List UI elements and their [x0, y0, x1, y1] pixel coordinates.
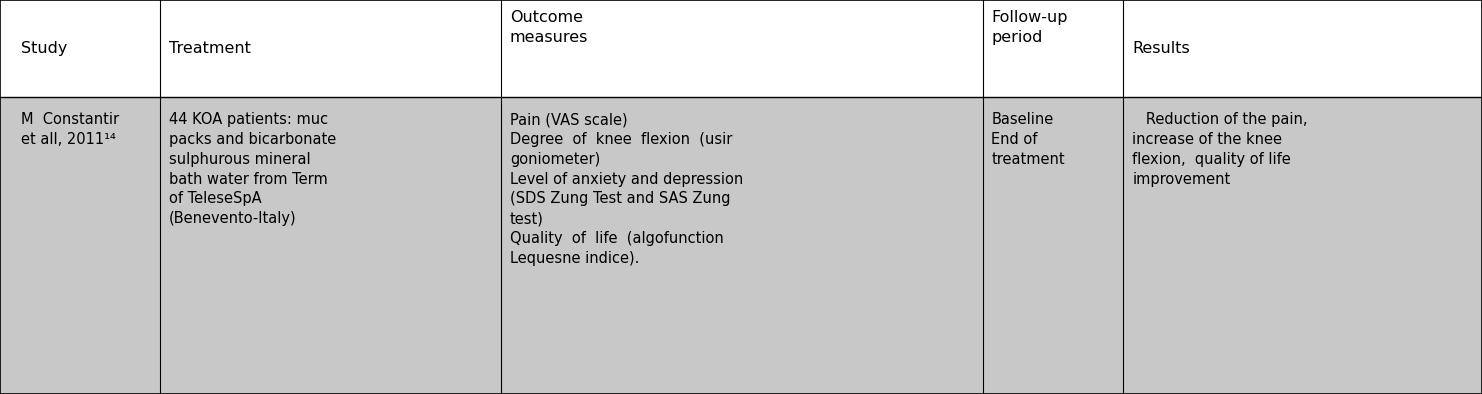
Text: Reduction of the pain,
increase of the knee
flexion,  quality of life
improvemen: Reduction of the pain, increase of the k…	[1132, 112, 1307, 187]
Bar	[0, 97, 1482, 394]
Text: M  Constantir
et all, 2011¹⁴: M Constantir et all, 2011¹⁴	[21, 112, 119, 147]
Text: Outcome
measures: Outcome measures	[510, 10, 588, 45]
Bar	[0, 0, 1482, 97]
Text: Study: Study	[21, 41, 67, 56]
Text: Pain (VAS scale)
Degree  of  knee  flexion  (usir
goniometer)
Level of anxiety a: Pain (VAS scale) Degree of knee flexion …	[510, 112, 742, 266]
Text: 44 KOA patients: muc
packs and bicarbonate
sulphurous mineral
bath water from Te: 44 KOA patients: muc packs and bicarbona…	[169, 112, 336, 226]
Text: Follow-up
period: Follow-up period	[991, 10, 1069, 45]
Text: Treatment: Treatment	[169, 41, 250, 56]
Text: Results: Results	[1132, 41, 1190, 56]
Text: Baseline
End of
treatment: Baseline End of treatment	[991, 112, 1066, 167]
